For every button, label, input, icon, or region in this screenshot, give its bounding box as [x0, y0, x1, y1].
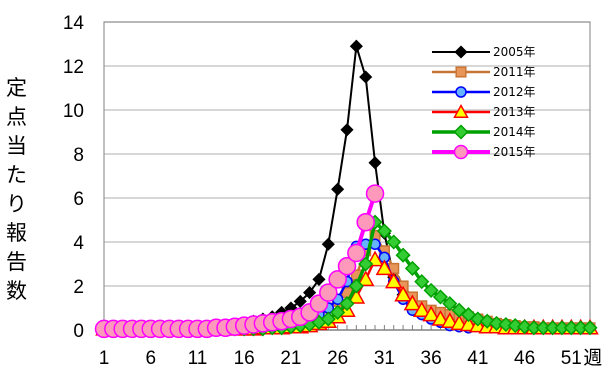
legend-item: 2015年 [432, 144, 536, 160]
data-point [395, 247, 411, 263]
data-point [412, 301, 431, 317]
data-point [455, 86, 467, 98]
data-point [319, 283, 338, 302]
legend-label: 2014年 [493, 125, 536, 139]
data-point [340, 123, 354, 137]
series-group [94, 39, 599, 339]
series-5 [96, 214, 598, 337]
data-point [320, 311, 336, 327]
data-point [368, 156, 382, 170]
y-axis-label-char: 数 [6, 279, 27, 303]
data-point [431, 309, 450, 326]
data-point [376, 223, 392, 239]
y-tick-label: 6 [73, 189, 84, 210]
data-point [303, 286, 317, 300]
series-6 [94, 184, 385, 339]
legend-label: 2015年 [493, 145, 536, 159]
y-axis-label-char: 点 [6, 105, 27, 129]
y-tick-label: 2 [73, 277, 84, 298]
y-axis-ticks: 0 2 4 6 8 10 12 14 [63, 13, 85, 342]
data-point [358, 256, 374, 272]
data-point [348, 278, 364, 294]
data-point [331, 182, 345, 196]
data-point [414, 274, 430, 290]
data-point [386, 234, 402, 250]
y-tick-label: 12 [63, 57, 84, 78]
x-tick-label: 31 [374, 348, 395, 369]
y-axis-label-char: 告 [6, 250, 27, 274]
data-point [517, 319, 533, 335]
x-tick-label: 51 [561, 348, 582, 369]
data-point [507, 318, 523, 334]
legend-item: 2014年 [432, 124, 536, 140]
y-tick-label: 14 [63, 13, 85, 34]
legend-item: 2011年 [432, 65, 536, 79]
data-point [330, 304, 346, 320]
data-point [488, 315, 505, 331]
y-tick-label: 10 [63, 101, 84, 122]
data-point [347, 243, 366, 263]
legend-item: 2012年 [432, 85, 536, 99]
data-point [441, 312, 459, 328]
y-axis-label-char: 定 [6, 76, 27, 100]
x-tick-label: 1 [99, 348, 110, 369]
data-point [453, 124, 469, 140]
x-tick-label: 6 [145, 348, 156, 369]
data-point [422, 305, 440, 322]
x-tick-label: 16 [234, 348, 255, 369]
data-point [312, 272, 326, 286]
data-point [442, 296, 458, 312]
data-point [328, 270, 347, 289]
y-axis-label-char: り [6, 192, 27, 216]
data-point [453, 103, 469, 118]
y-axis-label-char: た [6, 163, 27, 187]
data-point [432, 289, 449, 305]
data-point [337, 256, 357, 276]
x-tick-label: 46 [514, 348, 535, 369]
data-point [349, 39, 363, 53]
data-point [365, 184, 385, 203]
y-tick-label: 0 [73, 321, 84, 342]
legend-item: 2005年 [432, 45, 536, 59]
data-point [498, 316, 514, 333]
data-point [384, 272, 403, 289]
data-point [582, 320, 598, 336]
legend-label: 2012年 [493, 85, 536, 99]
legend: 2005年 2011年 2012年 2013年 2014年 2015年 [432, 45, 536, 160]
x-tick-label: 11 [188, 348, 208, 369]
x-axis-label: 週 [583, 347, 602, 369]
y-axis-label-char: 当 [6, 134, 27, 158]
y-axis-label-char: 報 [6, 221, 27, 245]
legend-label: 2013年 [493, 105, 536, 119]
data-point [359, 70, 373, 84]
x-tick-label: 26 [327, 348, 348, 369]
data-point [321, 237, 335, 251]
data-point [455, 66, 467, 78]
legend-label: 2005年 [493, 45, 536, 59]
legend-item: 2013年 [432, 103, 536, 119]
data-point [404, 260, 420, 276]
data-point [403, 294, 422, 311]
x-tick-label: 21 [280, 348, 301, 369]
y-tick-label: 4 [73, 233, 84, 254]
data-point [375, 259, 394, 276]
x-tick-label: 41 [467, 348, 488, 369]
series-1 [97, 39, 476, 336]
data-point [423, 282, 439, 298]
data-point [339, 296, 355, 312]
data-point [356, 212, 375, 232]
data-point [454, 45, 468, 59]
y-tick-label: 8 [73, 145, 84, 166]
data-point [356, 270, 375, 287]
data-point [394, 285, 412, 302]
data-point [293, 294, 307, 308]
legend-label: 2011年 [493, 65, 536, 79]
x-tick-label: 36 [421, 348, 442, 369]
data-point [453, 144, 469, 160]
